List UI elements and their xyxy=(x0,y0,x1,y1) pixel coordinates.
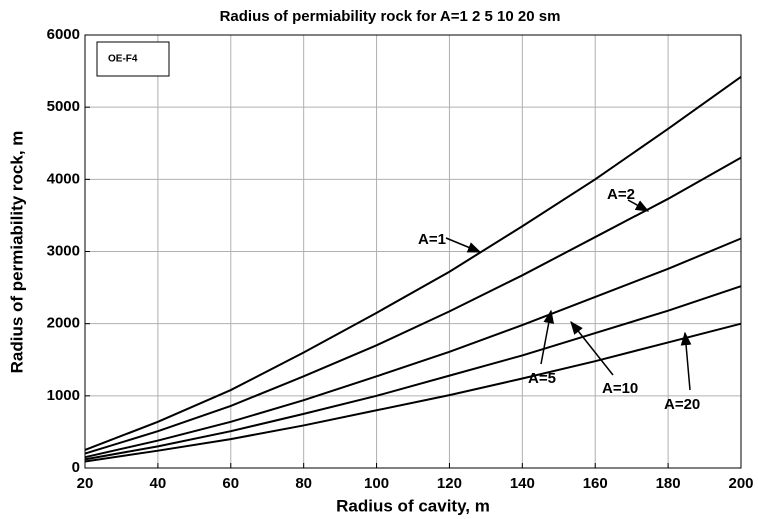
x-tick-label: 40 xyxy=(150,475,167,492)
annotation-arrow xyxy=(540,309,555,365)
x-tick-label: 200 xyxy=(728,475,753,492)
chart-title: Radius of permiability rock for A=1 2 5 … xyxy=(220,8,561,25)
series-line xyxy=(84,76,742,451)
y-tick-label: 6000 xyxy=(47,26,80,43)
annotation-arrow xyxy=(627,199,650,212)
y-tick-label: 0 xyxy=(72,459,80,476)
x-tick-label: 180 xyxy=(656,475,681,492)
series-line xyxy=(84,285,742,461)
annotation: A=5 xyxy=(528,370,556,387)
annotation-arrow xyxy=(680,331,692,391)
annotation: A=1 xyxy=(418,231,446,248)
box-label: OE-F4 xyxy=(108,54,138,65)
y-tick-label: 4000 xyxy=(47,170,80,187)
plot-frame xyxy=(84,34,742,469)
y-tick-label: 2000 xyxy=(47,315,80,332)
annotation-arrow xyxy=(570,320,614,376)
x-tick-label: 120 xyxy=(437,475,462,492)
x-tick-label: 100 xyxy=(364,475,389,492)
y-axis-label: Radius of permiability rock, m xyxy=(7,131,26,374)
annotation: A=20 xyxy=(664,396,700,413)
series-line xyxy=(84,156,742,455)
x-tick-label: 140 xyxy=(510,475,535,492)
series-line xyxy=(84,237,742,459)
x-axis-label: Radius of cavity, m xyxy=(336,496,490,515)
annotation-arrow xyxy=(445,237,482,253)
y-tick-label: 3000 xyxy=(47,242,80,259)
x-tick-label: 80 xyxy=(295,475,312,492)
x-tick-label: 160 xyxy=(583,475,608,492)
x-tick-label: 60 xyxy=(222,475,239,492)
y-tick-label: 1000 xyxy=(47,387,80,404)
label-box xyxy=(96,41,170,77)
annotation: A=10 xyxy=(602,380,638,397)
x-tick-label: 20 xyxy=(77,475,94,492)
series-line xyxy=(84,322,742,463)
y-tick-label: 5000 xyxy=(47,98,80,115)
annotation: A=2 xyxy=(607,186,635,203)
